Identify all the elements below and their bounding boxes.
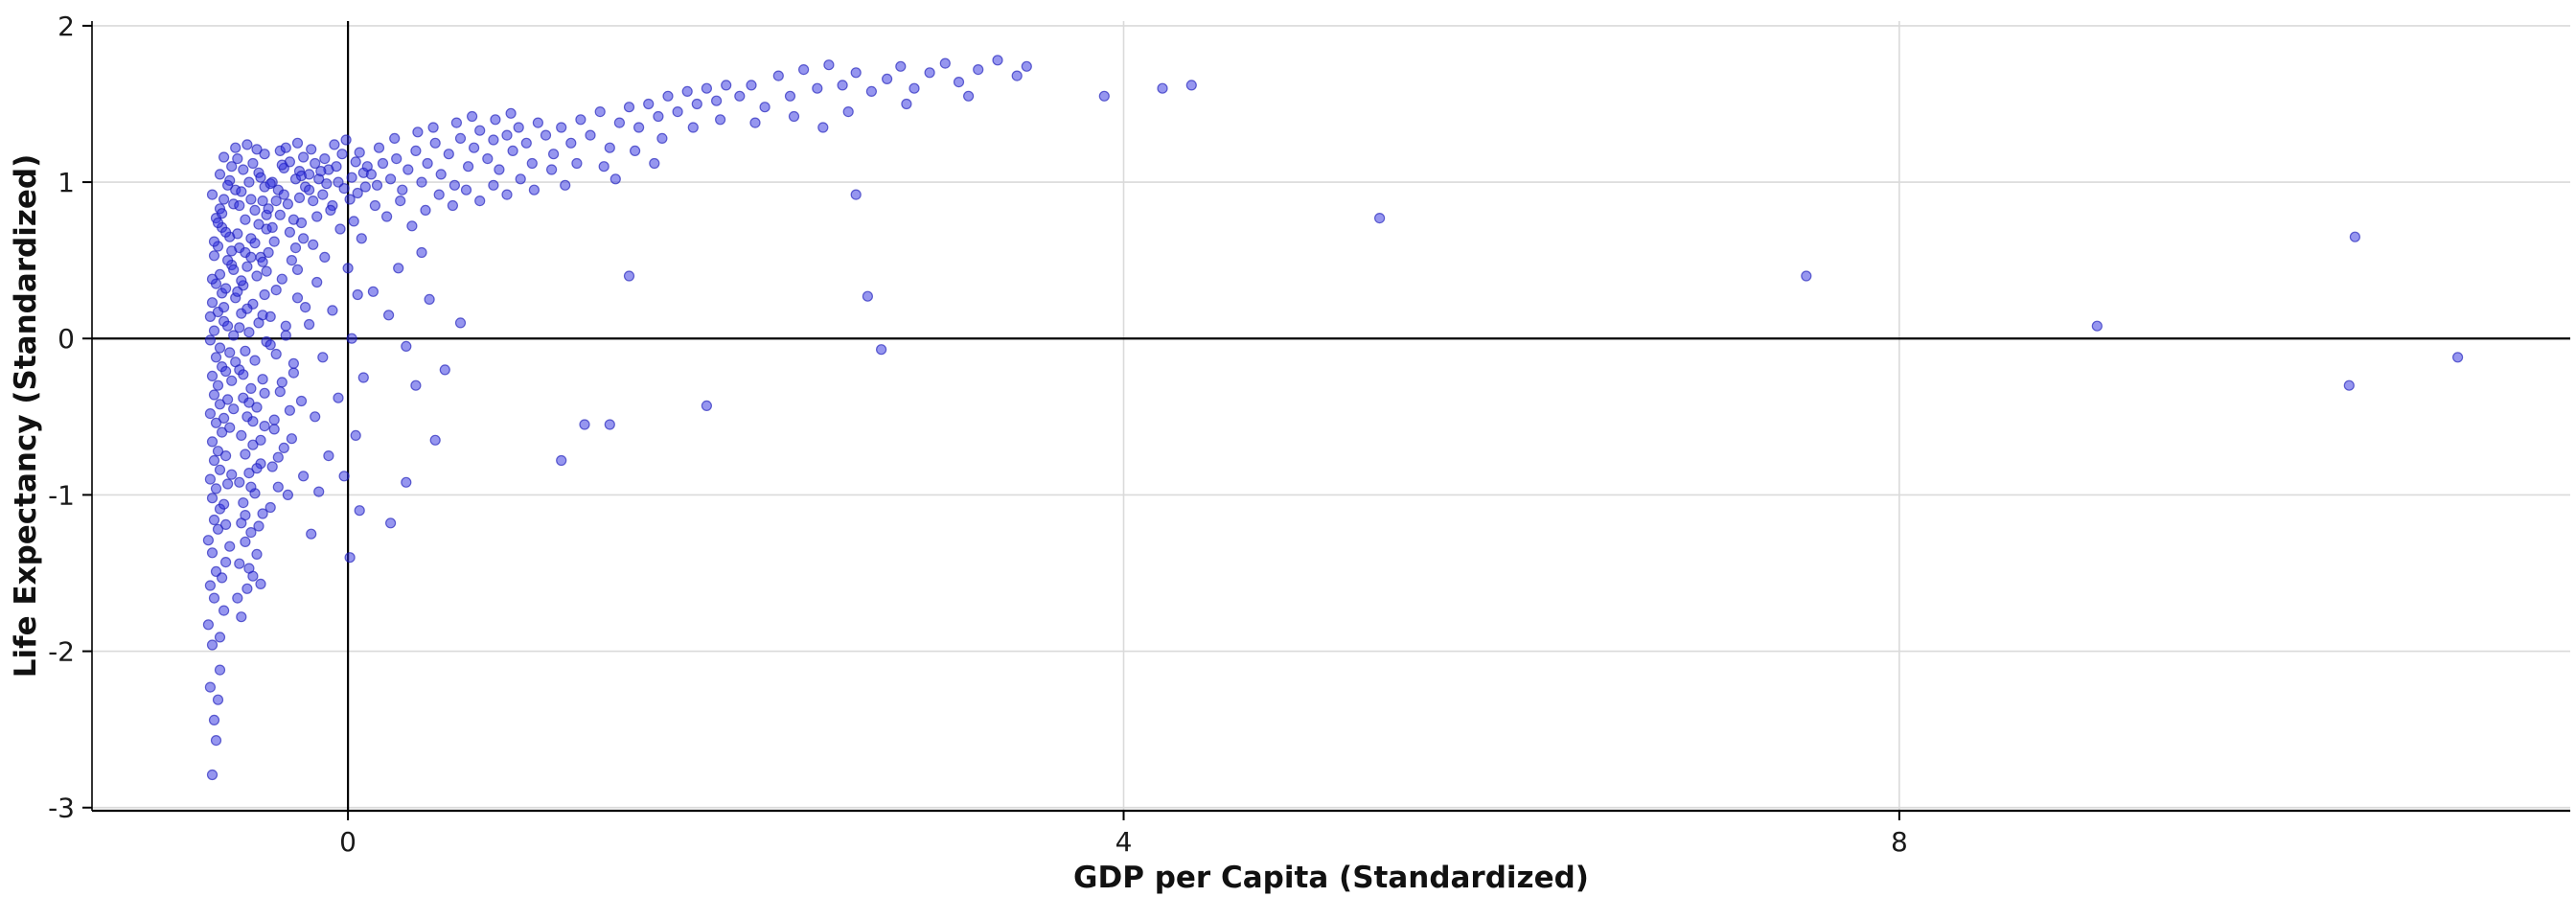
axis-lines [91, 21, 2570, 813]
y-axis-label: Life Expectancy (Standardized) [9, 153, 43, 678]
svg-text:1: 1 [58, 167, 75, 198]
svg-text:0: 0 [339, 826, 356, 858]
y-axis-ticks: -3 -2 -1 0 1 2 [48, 11, 92, 824]
svg-text:2: 2 [58, 11, 75, 42]
scatter-points [202, 55, 2464, 781]
svg-text:-3: -3 [48, 793, 75, 824]
svg-text:8: 8 [1891, 826, 1908, 858]
zero-reference-lines [92, 21, 2570, 811]
x-axis-ticks: 0 4 8 [339, 811, 1908, 858]
svg-text:4: 4 [1116, 826, 1133, 858]
svg-text:-1: -1 [48, 479, 75, 511]
svg-text:0: 0 [58, 323, 75, 355]
x-axis-label: GDP per Capita (Standardized) [1073, 861, 1589, 895]
svg-text:-2: -2 [48, 636, 75, 668]
